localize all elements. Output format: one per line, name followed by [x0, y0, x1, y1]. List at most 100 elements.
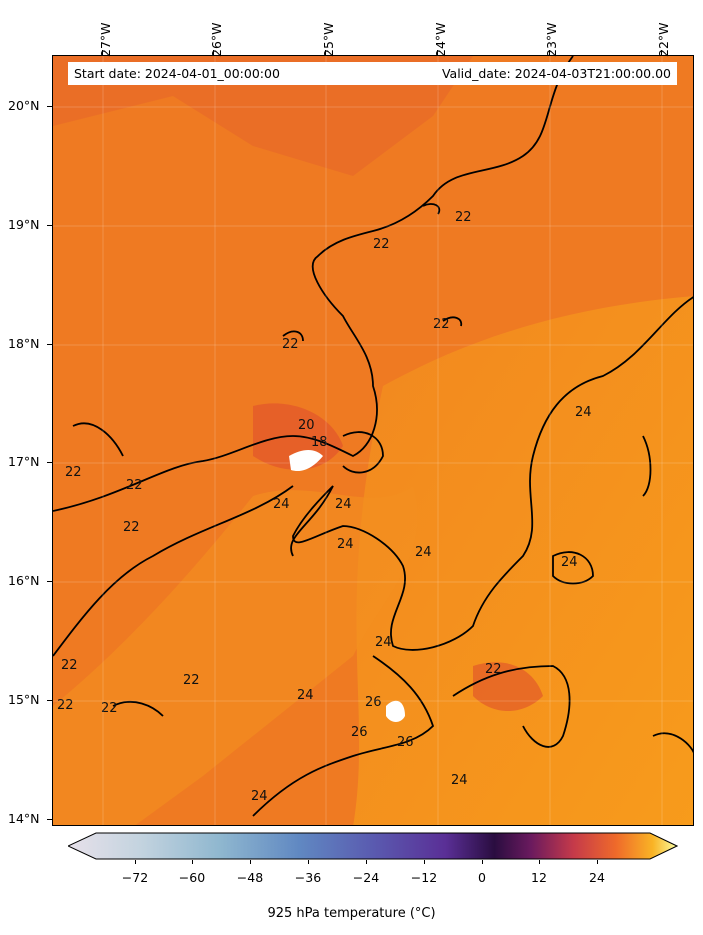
contour-label: 26: [351, 725, 368, 740]
contour-22-main: [53, 56, 574, 512]
lat-tick-label: 20°N: [8, 98, 40, 113]
contour-20: [342, 431, 384, 474]
date-info-box: Start date: 2024-04-01_00:00:00 Valid_da…: [68, 62, 677, 85]
contour-label: 22: [101, 701, 118, 716]
contour-label: 24: [561, 555, 578, 570]
lat-tick-mark: [47, 462, 52, 463]
contour-26-east-edge: [652, 732, 693, 754]
contour-label: 24: [575, 405, 592, 420]
lat-tick-label: 14°N: [8, 811, 40, 826]
colorbar-tick-label: −48: [236, 870, 264, 885]
colorbar-tick-label: −24: [352, 870, 380, 885]
contour-label: 22: [485, 662, 502, 677]
colorbar-tick-mark: [424, 860, 425, 864]
lon-tick-label: 22°W: [656, 22, 671, 57]
contour-label: 22: [183, 673, 200, 688]
contour-24-east: [290, 296, 693, 651]
contour-label: 24: [451, 773, 468, 788]
field-warm-southeast: [353, 296, 693, 825]
field-warm-southwest: [53, 486, 418, 825]
contour-label: 22: [282, 337, 299, 352]
temperature-field: 22 22 22 22 22 22 22 22 22 22 20 18 24 2…: [53, 56, 693, 825]
lon-tick-label: 26°W: [209, 22, 224, 57]
contour-22-west: [72, 422, 124, 457]
lon-tick-mark: [102, 50, 103, 55]
lat-tick-label: 19°N: [8, 217, 40, 232]
contour-22-southwest-2: [112, 701, 164, 717]
lat-tick-mark: [47, 581, 52, 582]
colorbar-tick-label: −60: [178, 870, 206, 885]
contour-22-small-2: [422, 203, 441, 215]
missing-data-area-2: [386, 700, 405, 722]
contour-22-small-3: [442, 316, 463, 327]
contour-label: 22: [61, 658, 78, 673]
colorbar-tick-mark: [308, 860, 309, 864]
colorbar-tick-label: −36: [294, 870, 322, 885]
lat-tick-mark: [47, 106, 52, 107]
contour-24-east-edge: [642, 435, 652, 497]
contour-label: 26: [397, 735, 414, 750]
contour-label: 22: [57, 698, 74, 713]
colorbar-tick-mark: [597, 860, 598, 864]
start-date-text: Start date: 2024-04-01_00:00:00: [74, 66, 280, 81]
lat-tick-mark: [47, 225, 52, 226]
contour-label: 22: [455, 210, 472, 225]
lat-tick-mark: [47, 819, 52, 820]
lon-tick-mark: [213, 50, 214, 55]
colorbar-body: [68, 832, 678, 860]
lat-tick-label: 15°N: [8, 692, 40, 707]
contour-lines: [53, 56, 693, 817]
contour-label: 22: [65, 465, 82, 480]
lon-tick-mark: [437, 50, 438, 55]
colorbar-tick-mark: [366, 860, 367, 864]
contour-label: 22: [373, 237, 390, 252]
graticule: [53, 56, 693, 825]
contour-label: 24: [335, 497, 352, 512]
map-plot-area: 22 22 22 22 22 22 22 22 22 22 20 18 24 2…: [52, 55, 694, 826]
colorbar-label: 925 hPa temperature (°C): [267, 906, 436, 921]
contour-22-southwest: [53, 485, 294, 657]
contour-label: 20: [298, 418, 315, 433]
lon-tick-label: 27°W: [98, 22, 113, 57]
contour-label: 24: [375, 635, 392, 650]
missing-data-area: [289, 450, 323, 472]
colorbar-tick-label: 0: [478, 870, 486, 885]
colorbar-tick-mark: [192, 860, 193, 864]
contour-label: 24: [273, 497, 290, 512]
field-cool-north: [53, 56, 473, 176]
lat-tick-mark: [47, 700, 52, 701]
contour-22-small: [282, 330, 304, 342]
valid-date-text: Valid_date: 2024-04-03T21:00:00.00: [441, 66, 671, 81]
colorbar-tick-label: −12: [410, 870, 438, 885]
lat-tick-label: 18°N: [8, 336, 40, 351]
contour-label: 22: [433, 317, 450, 332]
contour-label: 24: [297, 688, 314, 703]
contour-22-southeast: [452, 665, 571, 748]
colorbar-tick-label: 24: [589, 870, 605, 885]
contour-label: 24: [337, 537, 354, 552]
colorbar-tick-label: 12: [531, 870, 547, 885]
lon-tick-label: 23°W: [544, 22, 559, 57]
contour-label: 26: [365, 695, 382, 710]
contour-label: 18: [311, 435, 328, 450]
lon-tick-label: 25°W: [321, 22, 336, 57]
lon-tick-mark: [661, 50, 662, 55]
contour-label: 22: [126, 478, 143, 493]
lat-tick-label: 16°N: [8, 573, 40, 588]
contour-label: 24: [415, 545, 432, 560]
colorbar-tick-mark: [539, 860, 540, 864]
field-cool-patch-2: [473, 662, 543, 711]
lon-tick-label: 24°W: [433, 22, 448, 57]
colorbar-tick-mark: [250, 860, 251, 864]
contour-label-group: 22 22 22 22 22 22 22 22 22 22 20 18 24 2…: [57, 210, 592, 804]
colorbar-tick-label: −72: [121, 870, 149, 885]
contour-24-south: [252, 655, 435, 817]
contour-24-island: [552, 551, 594, 585]
contour-label: 24: [251, 789, 268, 804]
lat-tick-label: 17°N: [8, 454, 40, 469]
lon-tick-mark: [325, 50, 326, 55]
lon-tick-mark: [549, 50, 550, 55]
contour-label: 22: [123, 520, 140, 535]
colorbar-tick-mark: [135, 860, 136, 864]
colorbar: [68, 832, 678, 860]
